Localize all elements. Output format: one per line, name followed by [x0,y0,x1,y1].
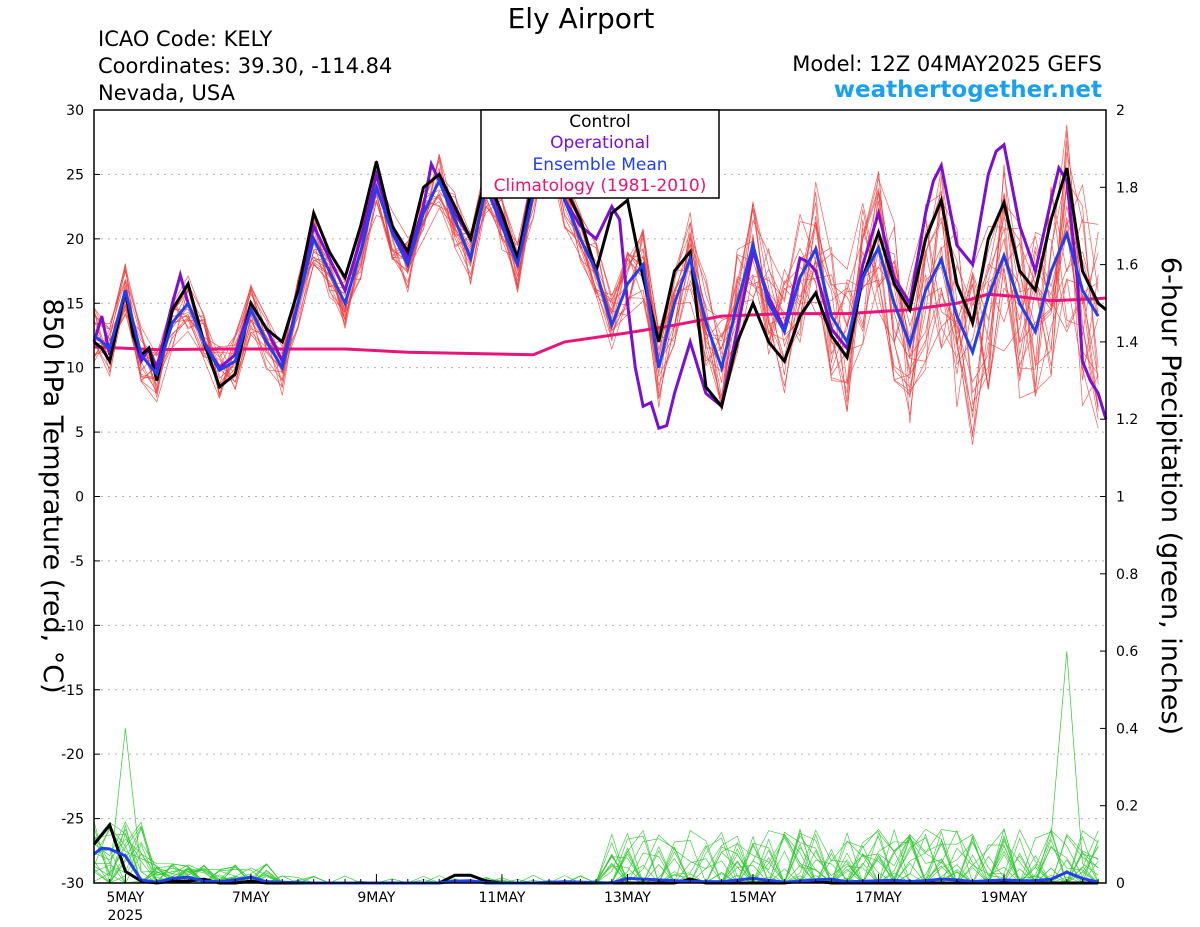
legend-ensemble-mean: Ensemble Mean [532,155,667,175]
precip-member-line [93,825,1099,884]
y2-axis-label: 6-hour Precipitation (green, inches) [1155,257,1186,735]
y2-tick-label: 1.4 [1116,335,1138,351]
x-tick-sublabel: 2025 [108,908,144,924]
precip-member-line [93,728,158,884]
y2-tick-label: 0.6 [1116,644,1138,660]
y-tick-label: -5 [70,554,84,570]
chart-title: Ely Airport [507,2,655,35]
y-tick-label: 5 [75,425,84,441]
control-precip-line [92,821,1099,885]
ensemble-mean-line [93,136,1100,378]
control-line [93,122,1107,410]
precip-member-line [1035,651,1099,876]
y-tick-label: -20 [61,747,84,763]
legend-box: Control Operational Ensemble Mean Climat… [480,109,720,199]
y-tick-label: 25 [66,167,84,183]
icao-code: ICAO Code: KELY [98,27,273,51]
temp-member-line [93,124,1099,410]
temp-member-line [93,134,1099,403]
y-tick-label: 20 [66,232,84,248]
precip-member-line [94,826,1099,885]
temp-member-line [93,133,1099,407]
y-tick-label: -15 [61,683,84,699]
y-tick-label: -25 [61,812,84,828]
legend-control: Control [569,112,630,132]
precip-member-line [93,825,1099,884]
x-tick-label: 17MAY [855,890,902,906]
y-tick-label: 0 [75,490,84,506]
coordinates: Coordinates: 39.30, -114.84 [98,54,393,78]
x-tick-label: 15MAY [730,890,777,906]
operational-line [92,122,1108,431]
y2-tick-label: 0.2 [1116,799,1138,815]
x-tick-label: 11MAY [478,890,525,906]
y-tick-label: 15 [66,296,84,312]
precip-member-line [93,827,1099,884]
temp-member-line [93,138,1099,408]
y2-tick-label: 2 [1116,103,1125,119]
y2-tick-label: 1 [1116,490,1125,506]
legend-climatology: Climatology (1981-2010) [494,176,707,196]
axes: 302520151050-5-10-15-20-25-3021.81.61.41… [61,103,1138,924]
temp-member-line [93,137,1099,424]
y2-tick-label: 1.2 [1116,412,1138,428]
y-tick-label: 10 [66,361,84,377]
y-tick-label: -30 [61,876,84,892]
climatology-line [93,292,1107,357]
chart-grid [94,173,1106,820]
precip-member-line [93,824,1099,885]
model-run: Model: 12Z 04MAY2025 GEFS [792,52,1102,76]
region: Nevada, USA [98,81,235,105]
precip-member-line [93,826,1099,884]
x-tick-label: 7MAY [232,890,270,906]
highlighted-lines [92,122,1108,885]
y2-tick-label: 1.6 [1116,258,1138,274]
site-link[interactable]: weathertogether.net [833,77,1102,103]
y-axis-label: 850 hPa Temprature (red, °C) [37,298,68,693]
y2-tick-label: 0 [1116,876,1125,892]
y2-tick-label: 1.8 [1116,180,1138,196]
y-tick-label: -10 [61,618,84,634]
y2-tick-label: 0.8 [1116,567,1138,583]
y2-tick-label: 0.4 [1116,721,1138,737]
x-tick-label: 19MAY [981,890,1028,906]
x-tick-label: 9MAY [357,890,395,906]
x-tick-label: 5MAY [106,890,144,906]
legend-operational: Operational [550,133,650,153]
x-tick-label: 13MAY [604,890,651,906]
y-tick-label: 30 [66,103,84,119]
